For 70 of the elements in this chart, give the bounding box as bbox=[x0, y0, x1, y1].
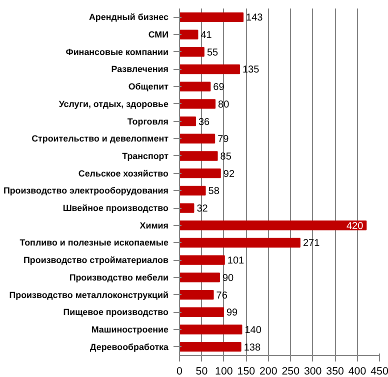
bar bbox=[180, 186, 206, 196]
y-tick-label: Машиностроение bbox=[91, 324, 169, 334]
y-tick-label: Деревообработка bbox=[90, 342, 170, 352]
bar bbox=[180, 116, 196, 126]
y-tick-label: СМИ bbox=[148, 30, 168, 40]
bar bbox=[180, 290, 214, 300]
data-label: 143 bbox=[246, 12, 264, 24]
y-tick-label: Развлечения bbox=[111, 64, 168, 74]
x-tick-label: 450 bbox=[370, 366, 388, 377]
data-label: 101 bbox=[227, 256, 245, 267]
y-tick-label: Производство мебели bbox=[69, 272, 169, 282]
y-tick-label: Пищевое производство bbox=[63, 307, 170, 318]
data-label: 92 bbox=[223, 168, 235, 180]
x-tick-label: 250 bbox=[282, 366, 300, 377]
data-label: 90 bbox=[222, 272, 234, 284]
y-tick-label: Производство металлоконструкций bbox=[9, 290, 169, 300]
x-tick-label: 50 bbox=[196, 366, 208, 377]
y-tick-label: Производство электрооборудования bbox=[3, 186, 169, 196]
bar bbox=[180, 82, 211, 92]
y-tick-label: Общепит bbox=[128, 82, 170, 92]
bar bbox=[180, 168, 221, 178]
bar bbox=[180, 151, 218, 161]
bar bbox=[180, 255, 225, 265]
data-label: 69 bbox=[213, 82, 225, 94]
data-label: 85 bbox=[220, 151, 232, 162]
x-tick-label: 200 bbox=[260, 366, 278, 377]
x-tick-label: 0 bbox=[176, 366, 183, 377]
y-tick-label: Топливо и полезные ископаемые bbox=[20, 238, 169, 248]
data-label: 32 bbox=[196, 204, 208, 215]
y-tick-label: Торговля bbox=[127, 116, 168, 126]
data-label: 80 bbox=[218, 99, 230, 110]
bar bbox=[180, 272, 220, 282]
bar bbox=[180, 134, 216, 144]
bar bbox=[180, 307, 224, 317]
x-tick-label: 150 bbox=[237, 366, 256, 377]
y-tick-label: Финансовые компании bbox=[66, 46, 169, 57]
bar bbox=[180, 342, 242, 352]
data-label: 271 bbox=[302, 238, 320, 250]
bar bbox=[180, 47, 204, 57]
data-label: 76 bbox=[216, 290, 228, 302]
data-label: 79 bbox=[218, 134, 230, 146]
x-tick-label: 100 bbox=[215, 366, 233, 377]
bar bbox=[180, 238, 300, 248]
y-tick-label: Химия bbox=[140, 220, 169, 230]
y-tick-label: Строительство и девелопмент bbox=[32, 134, 170, 144]
y-tick-label: Сельское хозяйство bbox=[78, 168, 170, 178]
data-label: 41 bbox=[200, 30, 212, 42]
data-label: 58 bbox=[208, 186, 220, 198]
data-label: 140 bbox=[244, 324, 262, 336]
y-tick-label: Швейное производство bbox=[62, 203, 170, 214]
y-tick-label: Арендный бизнес bbox=[88, 12, 169, 22]
bar bbox=[180, 203, 194, 213]
bar bbox=[180, 99, 216, 109]
data-label: 99 bbox=[226, 308, 238, 319]
data-label: 420 bbox=[346, 220, 364, 232]
bar bbox=[180, 12, 244, 22]
y-tick-label: Услуги, отдых, здоровье bbox=[58, 98, 169, 109]
x-tick-label: 300 bbox=[304, 366, 322, 377]
bar bbox=[180, 64, 240, 74]
x-tick-label: 400 bbox=[348, 366, 366, 377]
y-tick-label: Транспорт bbox=[122, 150, 170, 161]
bar bbox=[180, 220, 367, 230]
bar bbox=[180, 324, 242, 334]
x-tick-label: 350 bbox=[326, 366, 344, 377]
bar bbox=[180, 30, 198, 40]
data-label: 55 bbox=[206, 47, 219, 58]
data-label: 36 bbox=[198, 116, 210, 128]
data-label: 135 bbox=[242, 64, 260, 76]
y-tick-label: Производство стройматериалов bbox=[24, 255, 170, 266]
data-label: 138 bbox=[244, 342, 261, 354]
